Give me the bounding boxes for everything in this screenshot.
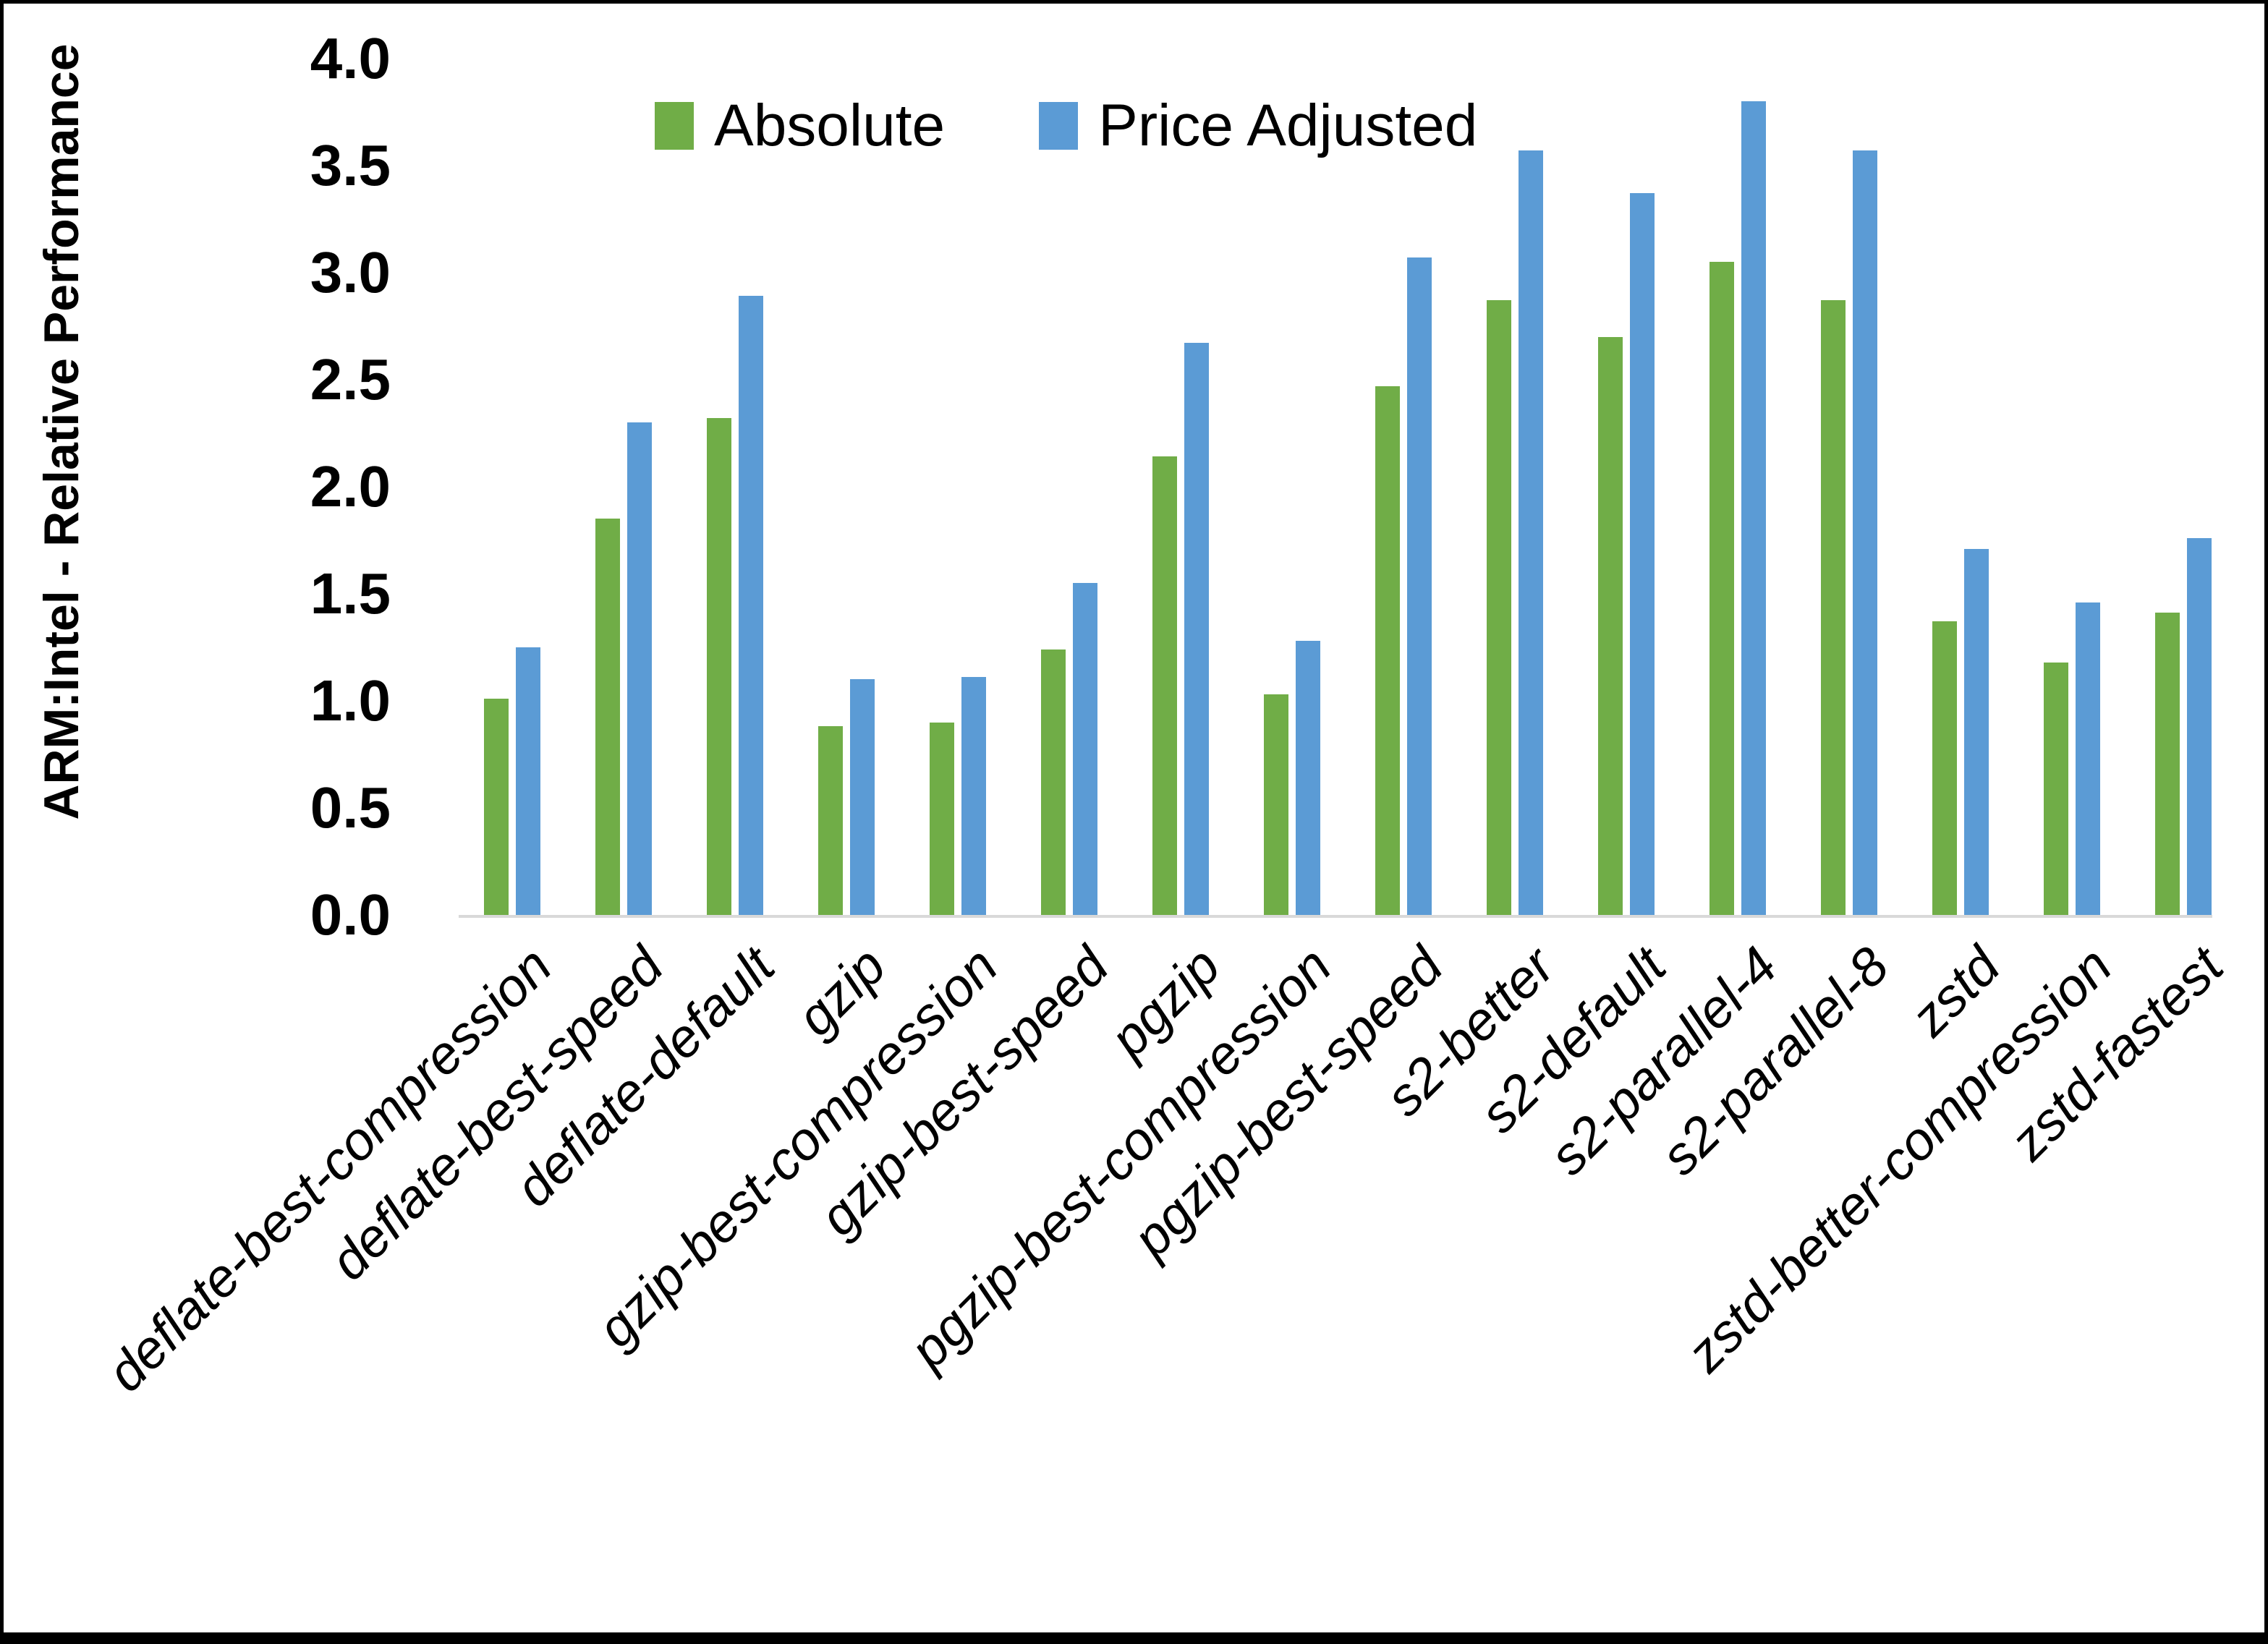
bar-absolute-s2-default — [1598, 337, 1623, 915]
bar-absolute-deflate-best-compression — [484, 699, 509, 915]
bar-absolute-s2-better — [1487, 300, 1511, 915]
bar-price-adjusted-pgzip-best-compression — [1296, 641, 1320, 915]
legend-item-absolute: Absolute — [655, 96, 945, 156]
legend-item-price-adjusted: Price Adjusted — [1039, 96, 1477, 156]
bar-price-adjusted-gzip-best-speed — [1073, 583, 1097, 915]
bar-price-adjusted-gzip-best-compression — [961, 677, 986, 915]
y-tick-label-0.5: 0.5 — [310, 775, 391, 840]
bar-absolute-gzip-best-compression — [930, 723, 954, 915]
bar-absolute-zstd-fastest — [2155, 613, 2180, 915]
legend-label-absolute: Absolute — [714, 93, 946, 158]
y-tick-label-1.0: 1.0 — [310, 668, 391, 733]
y-tick-label-2.0: 2.0 — [310, 453, 391, 519]
y-tick-label-3.0: 3.0 — [310, 239, 391, 304]
bar-price-adjusted-s2-parallel-4 — [1741, 101, 1766, 915]
bar-absolute-s2-parallel-8 — [1821, 300, 1846, 915]
legend-swatch-price-adjusted — [1039, 102, 1079, 150]
bar-price-adjusted-s2-default — [1630, 193, 1655, 915]
legend: Absolute Price Adjusted — [655, 96, 1477, 156]
bar-price-adjusted-deflate-best-speed — [627, 422, 652, 915]
bar-absolute-gzip-best-speed — [1041, 649, 1066, 915]
bar-price-adjusted-gzip — [850, 679, 875, 915]
y-tick-label-4.0: 4.0 — [310, 25, 391, 90]
bar-price-adjusted-zstd-better-compression — [2076, 602, 2100, 915]
bar-absolute-zstd — [1932, 621, 1957, 915]
bar-price-adjusted-deflate-default — [739, 296, 763, 915]
legend-label-price-adjusted: Price Adjusted — [1098, 93, 1478, 158]
bar-price-adjusted-pgzip — [1184, 343, 1209, 915]
bar-absolute-gzip — [818, 726, 843, 915]
bar-price-adjusted-pgzip-best-speed — [1407, 257, 1432, 915]
bar-absolute-pgzip-best-compression — [1264, 694, 1288, 915]
bar-absolute-zstd-better-compression — [2044, 663, 2068, 915]
bar-price-adjusted-zstd-fastest — [2187, 538, 2212, 915]
bar-absolute-pgzip-best-speed — [1375, 386, 1400, 915]
y-tick-label-1.5: 1.5 — [310, 561, 391, 626]
x-axis-baseline — [459, 915, 2212, 918]
bar-absolute-s2-parallel-4 — [1710, 262, 1734, 915]
bar-absolute-deflate-default — [707, 418, 731, 915]
bar-absolute-deflate-best-speed — [595, 519, 620, 915]
y-axis-title: ARM:Intel - Relative Performance — [34, 43, 89, 820]
bar-price-adjusted-s2-parallel-8 — [1853, 150, 1877, 915]
bar-price-adjusted-s2-better — [1519, 150, 1543, 915]
bar-absolute-pgzip — [1152, 456, 1177, 915]
bar-price-adjusted-deflate-best-compression — [516, 647, 540, 915]
y-tick-label-3.5: 3.5 — [310, 132, 391, 197]
legend-swatch-absolute — [655, 102, 694, 150]
y-tick-label-0.0: 0.0 — [310, 882, 391, 947]
x-category-label-deflate-best-compression: deflate-best-compression — [95, 935, 564, 1403]
y-tick-label-2.5: 2.5 — [310, 346, 391, 412]
bar-price-adjusted-zstd — [1964, 549, 1989, 915]
